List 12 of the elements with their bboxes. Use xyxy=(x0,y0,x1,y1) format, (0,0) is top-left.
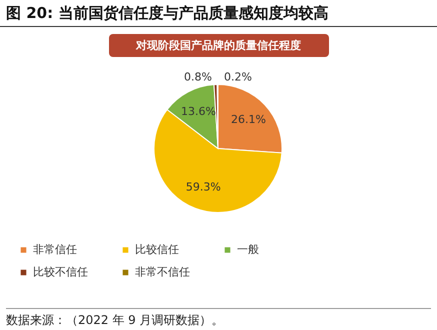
legend-label: 比较不信任 xyxy=(33,266,88,278)
data-label: 59.3% xyxy=(186,180,221,194)
chart-title: 图 20: 当前国货信任度与产品质量感知度均较高 xyxy=(0,0,437,27)
data-label: 0.2% xyxy=(224,70,252,84)
legend-label: 比较信任 xyxy=(135,242,179,256)
data-label: 26.1% xyxy=(230,113,266,126)
source-note: 数据来源：（2022 年 9 月调研数据）。 xyxy=(6,308,431,329)
chart-subtitle: 对现阶段国产品牌的质量信任程度 xyxy=(108,34,328,57)
legend-label: 非常信任 xyxy=(33,242,77,256)
legend-label: 非常不信任 xyxy=(135,266,190,278)
data-label: 0.8% xyxy=(184,70,212,84)
legend-label: 一般 xyxy=(237,242,259,256)
